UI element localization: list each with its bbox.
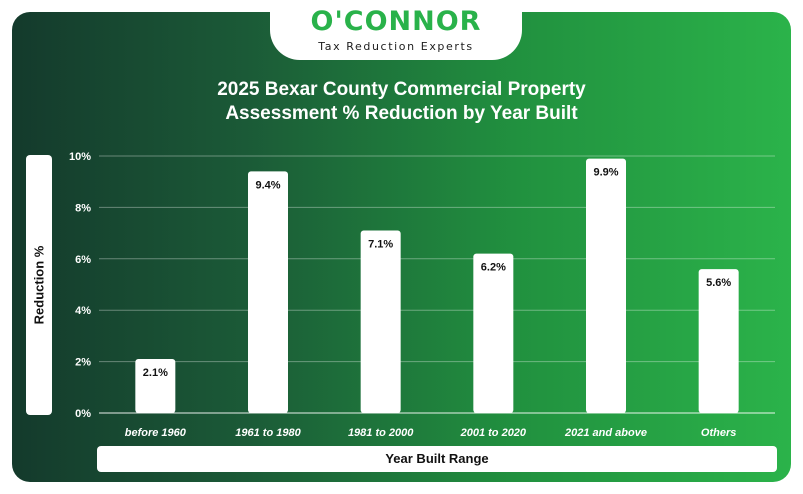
y-tick-label: 8%	[75, 202, 91, 214]
x-tick-label: before 1960	[125, 427, 187, 439]
x-tick-label: 1961 to 1980	[235, 427, 301, 439]
bar	[135, 359, 176, 413]
bar	[473, 253, 514, 413]
bar	[248, 171, 288, 413]
bar-value-label: 5.6%	[706, 277, 731, 289]
y-tick-label: 6%	[75, 254, 91, 266]
y-tick-label: 2%	[75, 357, 91, 369]
chart-title-line1: 2025 Bexar County Commercial Property	[217, 79, 586, 100]
x-axis-label: Year Built Range	[97, 446, 777, 472]
brand-tagline: Tax Reduction Experts	[318, 40, 474, 53]
bar	[586, 158, 626, 413]
bar	[360, 230, 401, 413]
bar-value-label: 2.1%	[143, 367, 168, 379]
chart-title-line2: Assessment % Reduction by Year Built	[225, 103, 578, 124]
bar-value-label: 7.1%	[368, 239, 393, 251]
bar-value-label: 9.9%	[593, 167, 618, 179]
x-tick-label: 2001 to 2020	[460, 427, 527, 439]
x-tick-label: Others	[701, 427, 736, 439]
x-tick-label: 1981 to 2000	[348, 427, 414, 439]
y-axis-label-box: Reduction %	[26, 155, 52, 415]
y-tick-label: 4%	[75, 305, 91, 317]
chart-title: 2025 Bexar County Commercial Property As…	[0, 78, 803, 126]
brand-logo: O'CONNOR	[310, 6, 482, 37]
y-tick-label: 10%	[69, 151, 91, 163]
logo-tab: O'CONNOR Tax Reduction Experts	[270, 0, 522, 60]
x-tick-label: 2021 and above	[564, 427, 647, 439]
y-tick-label: 0%	[75, 408, 91, 420]
bar-value-label: 6.2%	[481, 262, 506, 274]
bar-value-label: 9.4%	[255, 179, 280, 191]
bar	[698, 269, 739, 413]
